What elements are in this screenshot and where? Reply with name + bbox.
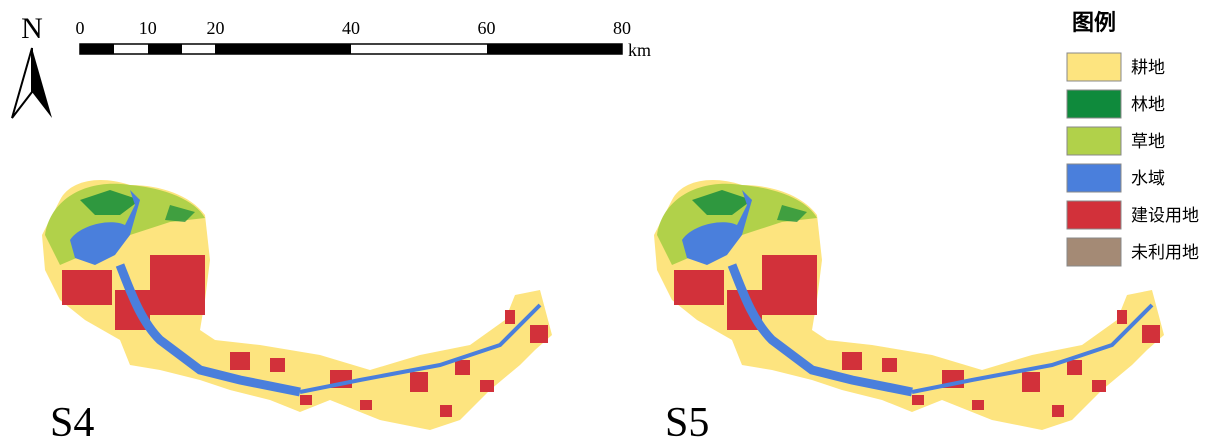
north-arrow bbox=[32, 48, 52, 118]
map-label: S4 bbox=[50, 400, 94, 439]
legend-swatch bbox=[1067, 238, 1121, 266]
legend-swatch bbox=[1067, 127, 1121, 155]
legend-swatch bbox=[1067, 90, 1121, 118]
legend-swatch bbox=[1067, 201, 1121, 229]
scale-unit: km bbox=[628, 40, 651, 60]
scale-label: 80 bbox=[613, 18, 631, 38]
map-s4 bbox=[42, 180, 552, 430]
legend-swatch bbox=[1067, 53, 1121, 81]
scale-label: 10 bbox=[139, 18, 157, 38]
map-figure: N km S4 S5 图例 耕地林地草地水域建设用地未利用地 0 10 20 40 60… bbox=[0, 0, 1219, 439]
scale-label: 20 bbox=[207, 18, 225, 38]
legend-label: 草地 bbox=[1131, 132, 1165, 152]
scale-label: 60 bbox=[478, 18, 496, 38]
legend-label: 水域 bbox=[1131, 169, 1165, 189]
scale-label: 0 bbox=[76, 18, 85, 38]
legend-label: 建设用地 bbox=[1131, 206, 1199, 226]
legend-label: 林地 bbox=[1131, 95, 1165, 115]
legend-title: 图例 bbox=[1072, 11, 1116, 36]
legend-label: 未利用地 bbox=[1131, 243, 1199, 263]
legend-label: 耕地 bbox=[1131, 58, 1165, 78]
north-arrow bbox=[12, 48, 32, 118]
north-label: N bbox=[21, 12, 43, 45]
scale-bar bbox=[80, 44, 622, 54]
legend-swatch bbox=[1067, 164, 1121, 192]
scale-label: 40 bbox=[342, 18, 360, 38]
map-label: S5 bbox=[665, 400, 709, 439]
